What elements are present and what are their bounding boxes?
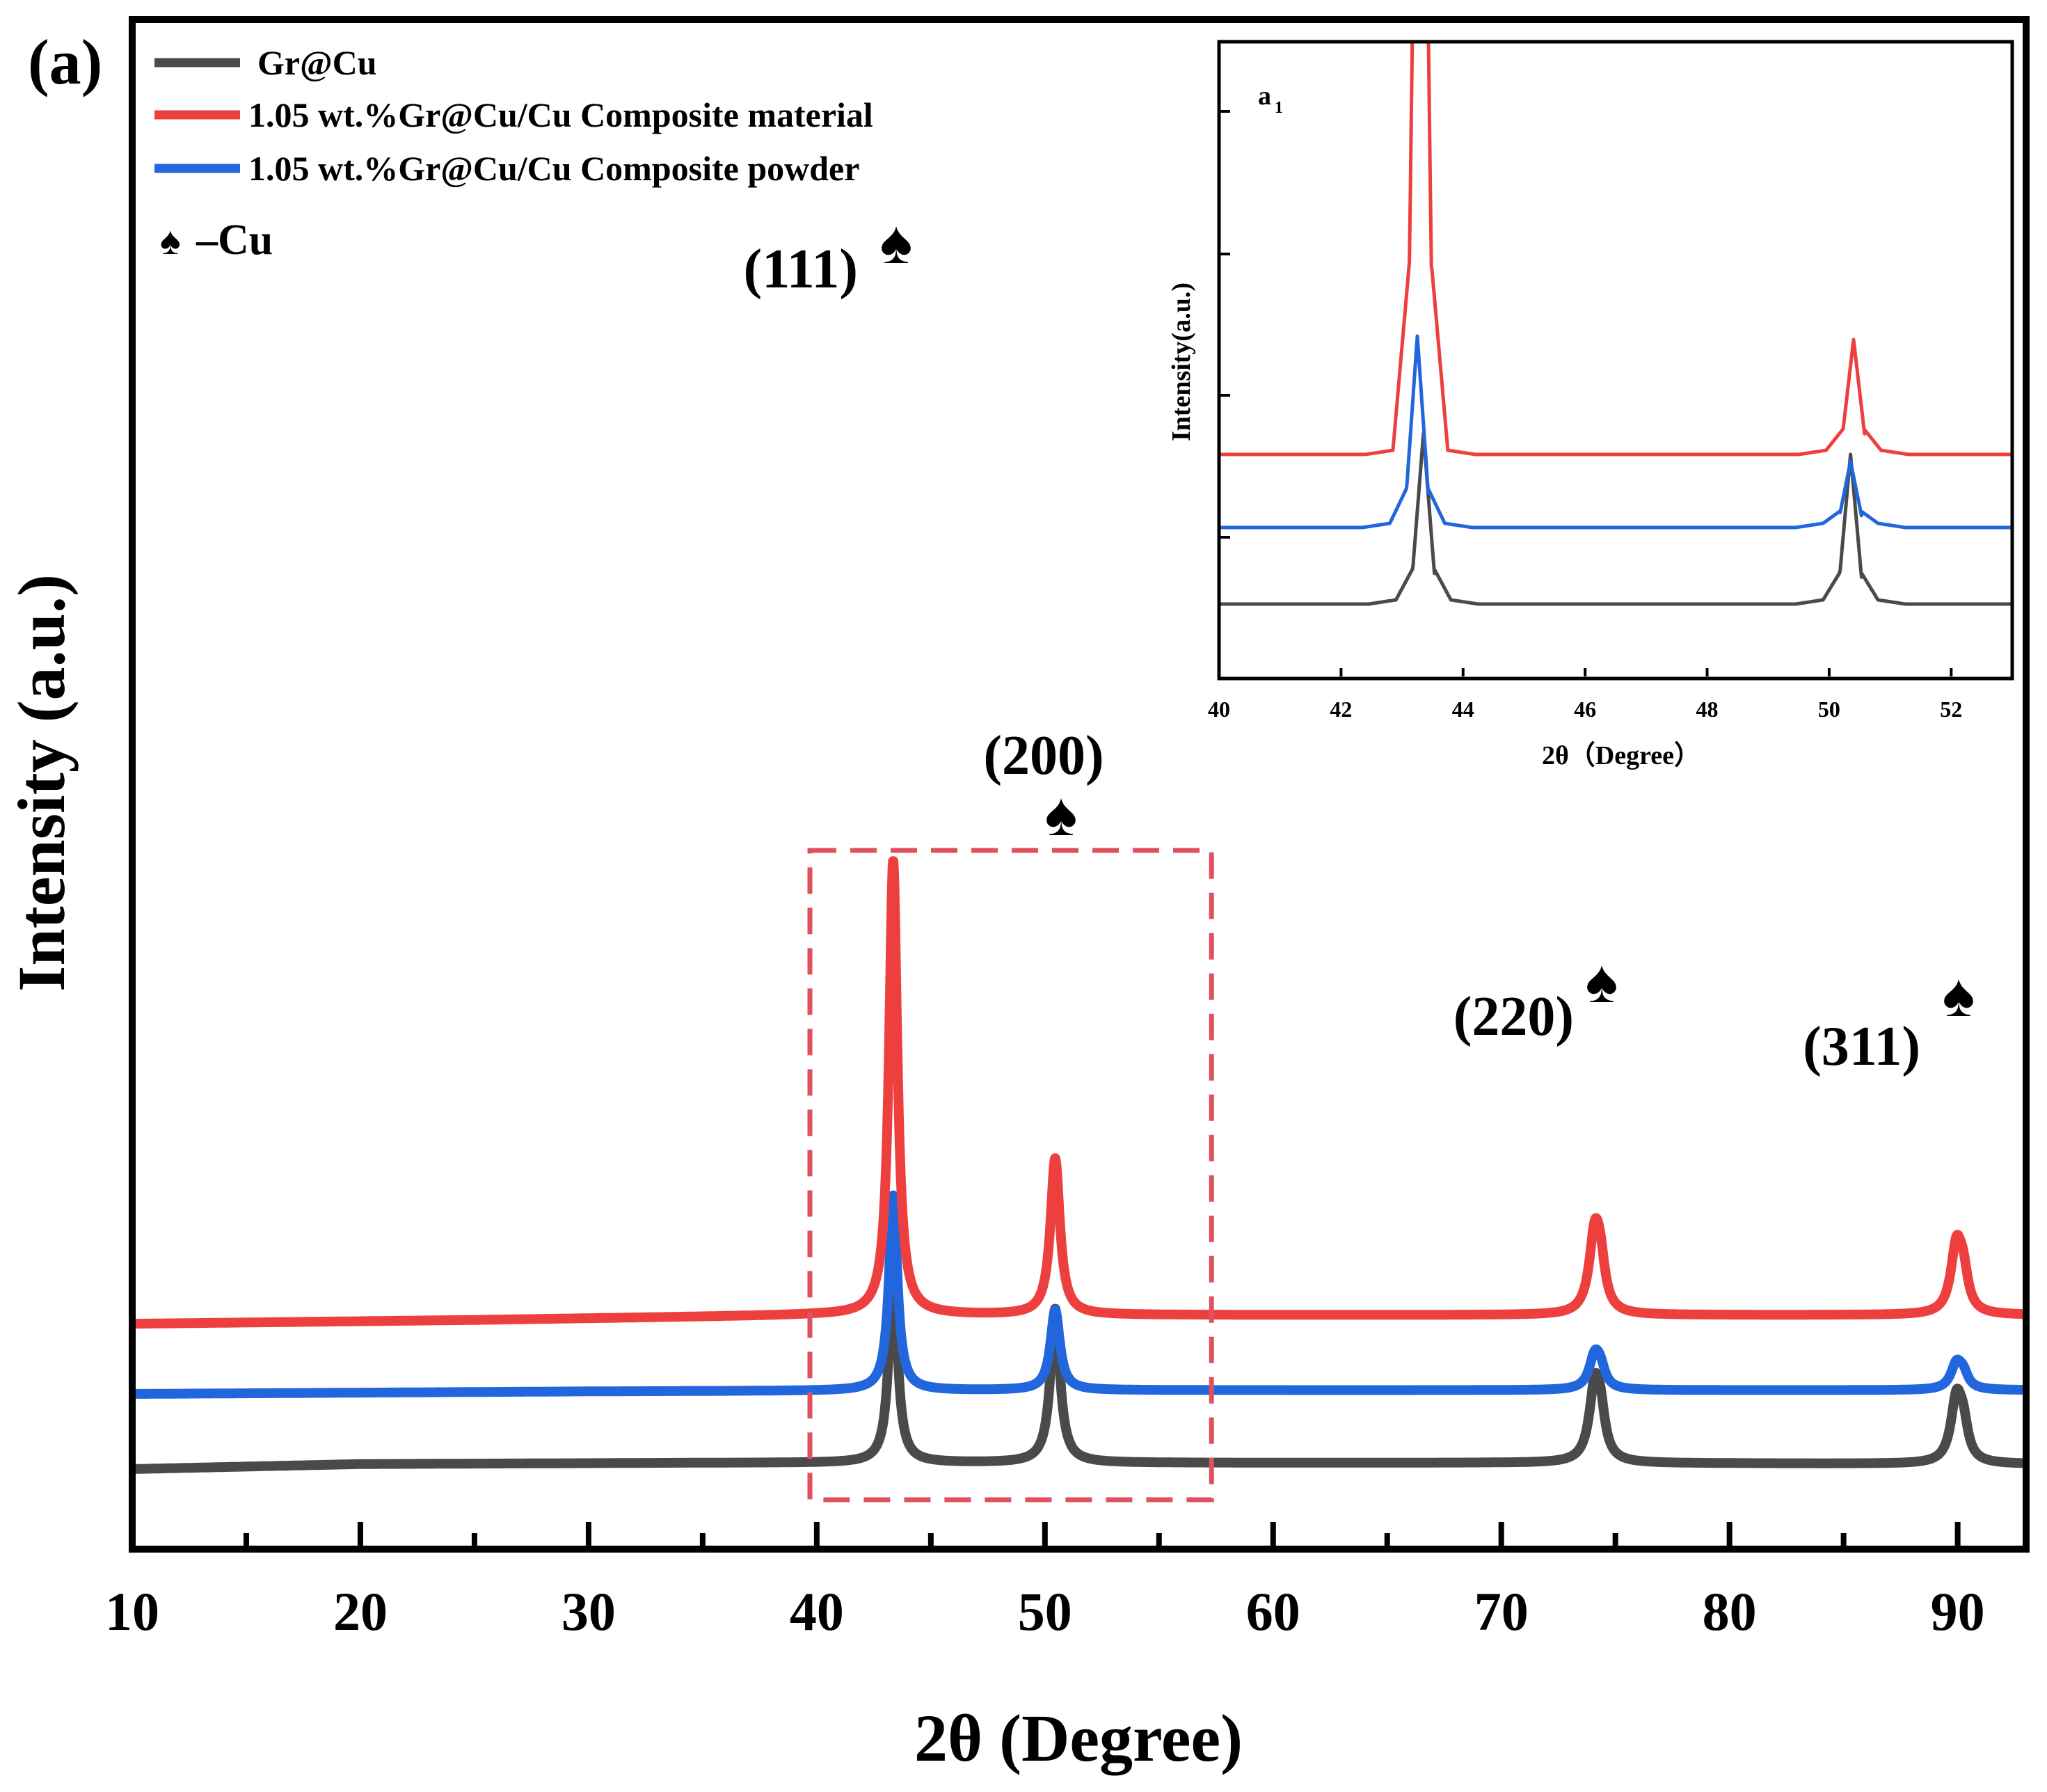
legend-label-composite-material: 1.05 wt.%Gr@Cu/Cu Composite material <box>248 95 873 134</box>
phase-marker-spade-icon: ♠ <box>160 220 181 263</box>
inset-series-group <box>1219 42 2012 606</box>
peak-label-200: (200) <box>983 725 1104 786</box>
x-tick-label-40: 40 <box>790 1581 844 1642</box>
inset-frame <box>1217 40 2014 681</box>
inset-series-line-1-05-wt-gr-cu-cu-composite-powder <box>1219 334 2012 530</box>
x-tick-label-70: 70 <box>1474 1581 1529 1642</box>
peak-marker-111-spade-icon: ♠ <box>880 209 913 277</box>
x-tick-label-80: 80 <box>1703 1581 1757 1642</box>
x-tick-label-20: 20 <box>333 1581 388 1642</box>
inset-x-tick-label-44: 44 <box>1452 697 1474 722</box>
inset-x-tick-label-48: 48 <box>1696 697 1719 722</box>
peak-label-311: (311) <box>1803 1016 1920 1077</box>
inset-panel-label-sub: 1 <box>1275 99 1283 117</box>
inset-x-tick-label-50: 50 <box>1818 697 1840 722</box>
x-tick-label-50: 50 <box>1018 1581 1072 1642</box>
main-plot-frame <box>129 16 2030 1553</box>
main-x-axis-title: 2θ (Degree) <box>914 1701 1243 1775</box>
legend-label-gr-cu: Gr@Cu <box>257 43 377 82</box>
inset-series-line-1-05-wt-gr-cu-cu-composite-material <box>1219 42 2012 457</box>
inset-x-tick-label-52: 52 <box>1940 697 1962 722</box>
peak-marker-200-spade-icon: ♠ <box>1045 782 1078 849</box>
inset-series-line-gr-cu <box>1219 431 2012 606</box>
panel-label: (a) <box>28 26 102 97</box>
inset-x-tick-label-42: 42 <box>1330 697 1352 722</box>
main-x-ticks: 10 20 30 40 50 60 70 80 90 <box>105 1522 1985 1642</box>
peak-marker-311-spade-icon: ♠ <box>1943 962 1975 1030</box>
x-tick-label-60: 60 <box>1246 1581 1300 1642</box>
main-series-group <box>132 856 2026 1474</box>
series-line-1-05-wt-gr-cu-cu-composite-powder <box>132 1190 2026 1399</box>
main-y-axis-title: Intensity (a.u.) <box>4 574 79 992</box>
peak-labels: (111) ♠ (200) ♠ (220) ♠ (311) ♠ <box>744 209 1975 1077</box>
inset-background <box>1219 42 2012 679</box>
series-line-gr-cu <box>132 1258 2026 1474</box>
inset-panel-label: a <box>1258 81 1271 111</box>
inset-ticks: 40 42 44 46 48 50 52 <box>1208 110 1962 722</box>
peak-marker-220-spade-icon: ♠ <box>1586 949 1618 1016</box>
x-tick-label-30: 30 <box>561 1581 616 1642</box>
inset-x-axis-title: 2θ（Degree） <box>1542 741 1700 770</box>
inset-x-tick-label-46: 46 <box>1574 697 1596 722</box>
series-line-1-05-wt-gr-cu-cu-composite-material <box>132 856 2026 1329</box>
peak-label-111: (111) <box>744 239 858 300</box>
phase-marker-label: –Cu <box>196 216 273 264</box>
inset-x-tick-label-40: 40 <box>1208 697 1230 722</box>
legend-label-composite-powder: 1.05 wt.%Gr@Cu/Cu Composite powder <box>248 149 859 188</box>
zoom-region-box <box>807 848 1214 1502</box>
x-tick-label-10: 10 <box>105 1581 159 1642</box>
peak-label-220: (220) <box>1453 986 1574 1047</box>
inset-y-axis-title: Intensity(a.u.) <box>1167 283 1196 441</box>
x-tick-label-90: 90 <box>1931 1581 1985 1642</box>
legend: Gr@Cu 1.05 wt.%Gr@Cu/Cu Composite materi… <box>154 43 873 264</box>
inset-chart: 40 42 44 46 48 50 52 a 1 2θ（Degree） Intensity(… <box>1167 40 2014 770</box>
